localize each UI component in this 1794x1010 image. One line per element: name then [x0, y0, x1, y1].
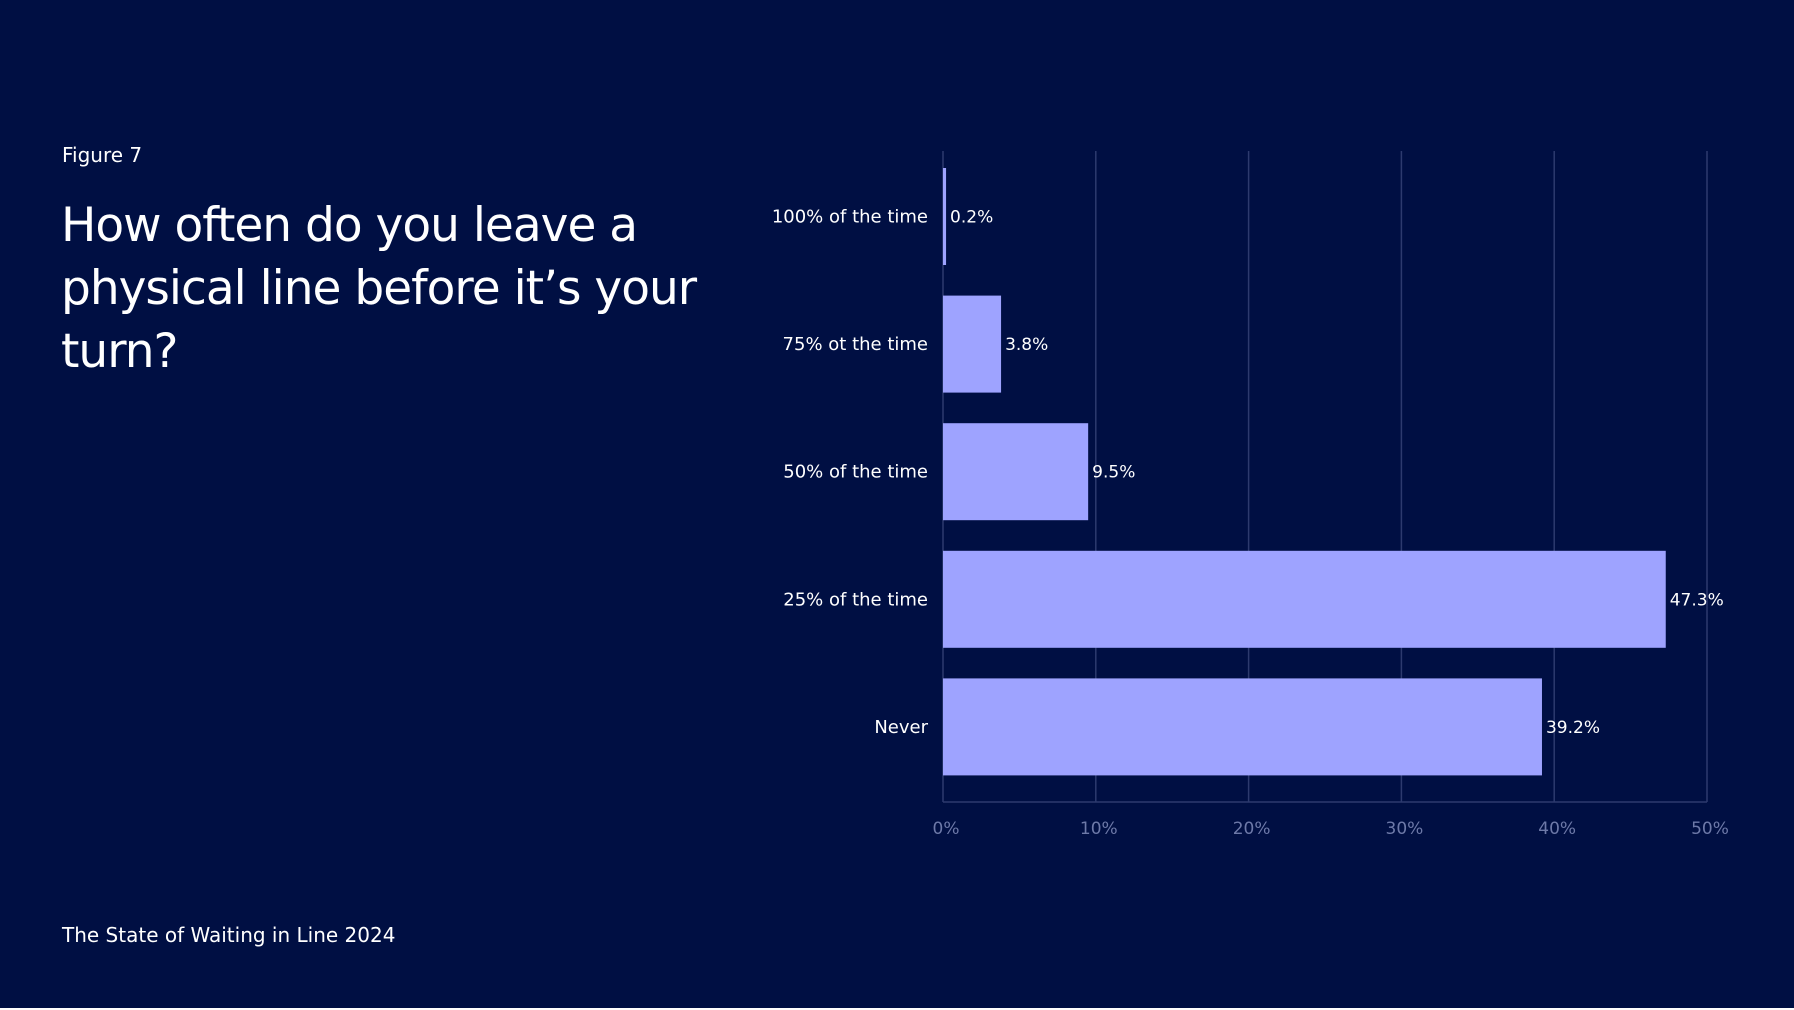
report-footer: The State of Waiting in Line 2024	[62, 923, 396, 947]
x-tick-label: 20%	[1233, 819, 1271, 839]
category-label: 50% of the time	[783, 462, 928, 483]
value-label: 9.5%	[1092, 463, 1135, 483]
chart-headline: How often do you leave a physical line b…	[61, 198, 697, 379]
x-tick-label: 50%	[1691, 819, 1729, 839]
category-label: Never	[874, 717, 928, 738]
category-label: 100% of the time	[772, 207, 928, 228]
bar	[943, 678, 1542, 776]
category-label: 25% of the time	[783, 589, 928, 610]
bars	[943, 168, 1666, 776]
bar	[943, 168, 947, 265]
value-label: 39.2%	[1546, 718, 1600, 738]
bar	[943, 295, 1002, 393]
figure-label: Figure 7	[62, 143, 143, 167]
value-label: 47.3%	[1670, 590, 1724, 610]
category-labels: 100% of the time 75% ot the time 50% of th…	[772, 207, 929, 738]
x-tick-label: 30%	[1386, 819, 1424, 839]
value-labels: 0.2% 3.8% 9.5% 47.3% 39.2%	[950, 208, 1724, 738]
category-label: 75% ot the time	[783, 334, 928, 355]
x-tick-label: 0%	[933, 819, 960, 839]
x-tick-label: 40%	[1538, 819, 1576, 839]
bar	[943, 550, 1666, 648]
value-label: 0.2%	[950, 208, 993, 228]
x-tick-label: 10%	[1080, 819, 1118, 839]
bar	[943, 423, 1089, 521]
x-tick-labels: 0% 10% 20% 30% 40% 50%	[933, 819, 1729, 839]
value-label: 3.8%	[1005, 335, 1048, 355]
